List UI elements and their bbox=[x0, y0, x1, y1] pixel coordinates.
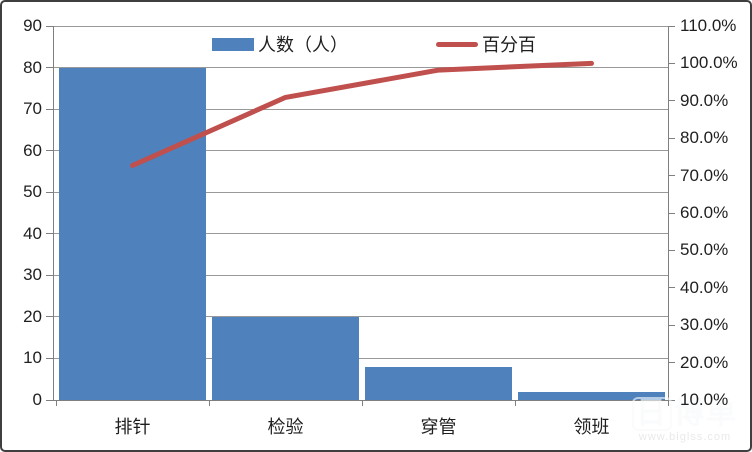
line-series-path bbox=[130, 60, 594, 168]
bottom-axis-tick bbox=[668, 400, 669, 406]
category-label-检验: 检验 bbox=[267, 417, 304, 437]
left-axis-tick-label: 40 bbox=[23, 223, 42, 243]
h-gridline bbox=[53, 233, 668, 235]
right-axis-tick-label: 100.0% bbox=[680, 53, 738, 73]
left-axis-tick bbox=[46, 25, 53, 27]
right-axis-tick bbox=[668, 100, 675, 102]
right-axis-tick bbox=[668, 362, 675, 364]
bottom-axis-tick bbox=[209, 400, 210, 406]
legend-bar-swatch-icon bbox=[212, 37, 254, 51]
h-gridline bbox=[53, 67, 668, 69]
legend-line-swatch-icon bbox=[436, 41, 478, 47]
left-axis-tick-label: 80 bbox=[23, 57, 42, 77]
legend-item-headcount: 人数（人） bbox=[212, 33, 348, 55]
bottom-axis-tick bbox=[362, 400, 363, 406]
left-axis-tick bbox=[46, 191, 53, 193]
left-axis-tick bbox=[46, 274, 53, 276]
right-axis-tick-label: 40.0% bbox=[680, 277, 729, 297]
right-axis-tick-label: 30.0% bbox=[680, 315, 729, 335]
right-axis-tick bbox=[668, 25, 675, 27]
h-gridline bbox=[53, 25, 668, 27]
right-axis-tick bbox=[668, 62, 675, 64]
right-axis-tick-label: 80.0% bbox=[680, 128, 729, 148]
right-axis-tick bbox=[668, 287, 675, 289]
left-axis-tick bbox=[46, 108, 53, 110]
h-gridline bbox=[53, 274, 668, 276]
bottom-axis-tick bbox=[56, 400, 57, 406]
bottom-axis-tick bbox=[515, 400, 516, 406]
left-axis-tick bbox=[46, 150, 53, 152]
right-axis-tick-label: 50.0% bbox=[680, 240, 729, 260]
right-axis-line bbox=[668, 26, 669, 400]
legend-label-percentage: 百分百 bbox=[482, 35, 536, 55]
left-axis-tick-label: 0 bbox=[32, 390, 42, 409]
right-axis-tick-label: 110.0% bbox=[680, 16, 737, 35]
right-axis-tick-label: 90.0% bbox=[680, 90, 729, 110]
legend-label-headcount: 人数（人） bbox=[258, 35, 348, 55]
legend-item-percentage: 百分百 bbox=[436, 33, 536, 55]
category-label-穿管: 穿管 bbox=[420, 417, 457, 437]
category-label-领班: 领班 bbox=[573, 417, 610, 437]
bar-检验 bbox=[212, 316, 359, 400]
left-axis-tick bbox=[46, 67, 53, 69]
right-axis-tick bbox=[668, 324, 675, 326]
left-axis-tick-label: 90 bbox=[23, 16, 42, 35]
category-label-排针: 排针 bbox=[114, 417, 151, 437]
left-axis-tick bbox=[46, 233, 53, 235]
left-axis-tick bbox=[46, 316, 53, 318]
left-axis-tick-label: 10 bbox=[23, 348, 42, 368]
h-gridline bbox=[53, 316, 668, 318]
h-gridline bbox=[53, 357, 668, 359]
right-axis-tick bbox=[668, 175, 675, 177]
bottom-axis-line bbox=[46, 400, 668, 401]
h-gridline bbox=[53, 108, 668, 110]
right-axis-tick bbox=[668, 212, 675, 214]
h-gridline bbox=[53, 191, 668, 193]
left-axis-tick bbox=[46, 357, 53, 359]
left-axis-tick-label: 70 bbox=[23, 99, 42, 119]
right-axis-tick-label: 60.0% bbox=[680, 203, 729, 222]
bar-排针 bbox=[59, 67, 206, 400]
right-axis-tick-label: 10.0% bbox=[680, 390, 729, 409]
right-axis-tick-label: 70.0% bbox=[680, 165, 729, 185]
bar-领班 bbox=[518, 391, 665, 400]
left-axis-tick-label: 50 bbox=[23, 182, 42, 202]
left-axis-line bbox=[53, 26, 54, 400]
left-axis-tick-label: 60 bbox=[23, 140, 42, 160]
left-axis-tick-label: 20 bbox=[23, 306, 42, 326]
right-axis-tick-label: 20.0% bbox=[680, 352, 729, 372]
right-axis-tick bbox=[668, 137, 675, 139]
h-gridline bbox=[53, 150, 668, 152]
bar-穿管 bbox=[365, 366, 512, 400]
left-axis-tick-label: 30 bbox=[23, 265, 42, 285]
right-axis-tick bbox=[668, 249, 675, 251]
